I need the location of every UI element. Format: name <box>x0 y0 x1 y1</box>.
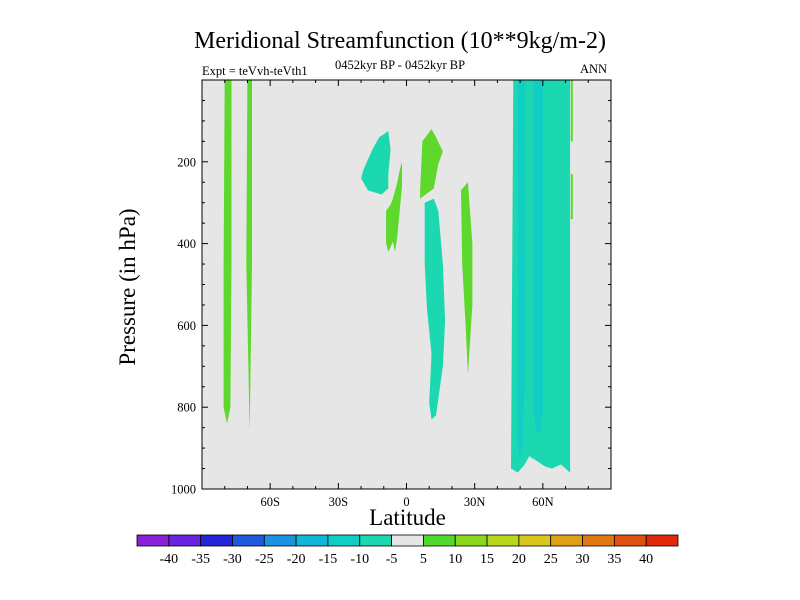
season-label: ANN <box>580 62 608 76</box>
colorbar-swatch <box>518 534 552 547</box>
colorbar-swatch <box>550 534 583 547</box>
contour-region-9 <box>533 80 543 432</box>
contour-regions <box>223 80 573 473</box>
contour-region-6 <box>461 182 473 375</box>
colorbar-swatch <box>391 534 424 547</box>
colorbar-swatch <box>423 534 456 547</box>
x-tick-label: 60N <box>532 495 554 509</box>
contour-region-4 <box>420 129 443 199</box>
colorbar-label: -10 <box>350 552 369 567</box>
y-tick-label: 1000 <box>171 483 196 497</box>
colorbar-swatch <box>295 534 329 547</box>
colorbar-swatch <box>263 534 297 547</box>
x-axis-label: Latitude <box>369 505 446 530</box>
x-tick-label: 30N <box>464 495 486 509</box>
x-tick-label: 0 <box>403 495 409 509</box>
colorbar-swatch <box>200 534 233 547</box>
colorbar-label: 25 <box>544 552 558 567</box>
colorbar-swatch <box>486 534 520 547</box>
colorbar-swatch <box>582 534 615 547</box>
colorbar-label: 35 <box>607 552 621 567</box>
contour-region-0 <box>223 80 232 424</box>
colorbar-label: 30 <box>576 552 590 567</box>
colorbar-label: -20 <box>287 552 306 567</box>
colorbar-swatch <box>613 534 647 547</box>
experiment-label: Expt = teVvh-teVth1 <box>202 64 308 78</box>
contour-region-10 <box>570 80 573 142</box>
colorbar-label: -25 <box>255 552 274 567</box>
colorbar-swatch <box>327 534 361 547</box>
colorbar-swatch <box>359 534 392 547</box>
x-tick-label: 60S <box>260 495 280 509</box>
contour-region-11 <box>570 174 573 220</box>
colorbar-label: 20 <box>512 552 526 567</box>
colorbar-swatch <box>136 534 170 547</box>
colorbar-swatch <box>168 534 202 547</box>
contour-region-3 <box>386 161 402 252</box>
colorbar-label: -5 <box>386 552 398 567</box>
x-tick-label: 30S <box>329 495 349 509</box>
colorbar-label: 10 <box>448 552 462 567</box>
contour-region-8 <box>516 80 525 461</box>
chart-title: Meridional Streamfunction (10**9kg/m-2) <box>194 28 606 54</box>
colorbar-swatch <box>232 534 265 547</box>
colorbar-label: -35 <box>191 552 210 567</box>
y-tick-label: 400 <box>177 237 196 251</box>
colorbar-label: 15 <box>480 552 494 567</box>
colorbar-label: 5 <box>420 552 427 567</box>
time-range-label: 0452kyr BP - 0452kyr BP <box>334 58 466 72</box>
contour-region-1 <box>246 80 252 432</box>
y-tick-label: 800 <box>177 401 196 415</box>
y-tick-label: 200 <box>177 155 196 169</box>
colorbar-label: -15 <box>319 552 338 567</box>
y-tick-label: 600 <box>177 319 196 333</box>
colorbar-label: 40 <box>639 552 653 567</box>
colorbar-swatch <box>454 534 488 547</box>
colorbar-label: -40 <box>159 552 178 567</box>
contour-region-5 <box>424 198 446 420</box>
colorbar-label: -30 <box>223 552 242 567</box>
contour-region-2 <box>361 131 391 195</box>
colorbar-swatch <box>645 534 679 547</box>
